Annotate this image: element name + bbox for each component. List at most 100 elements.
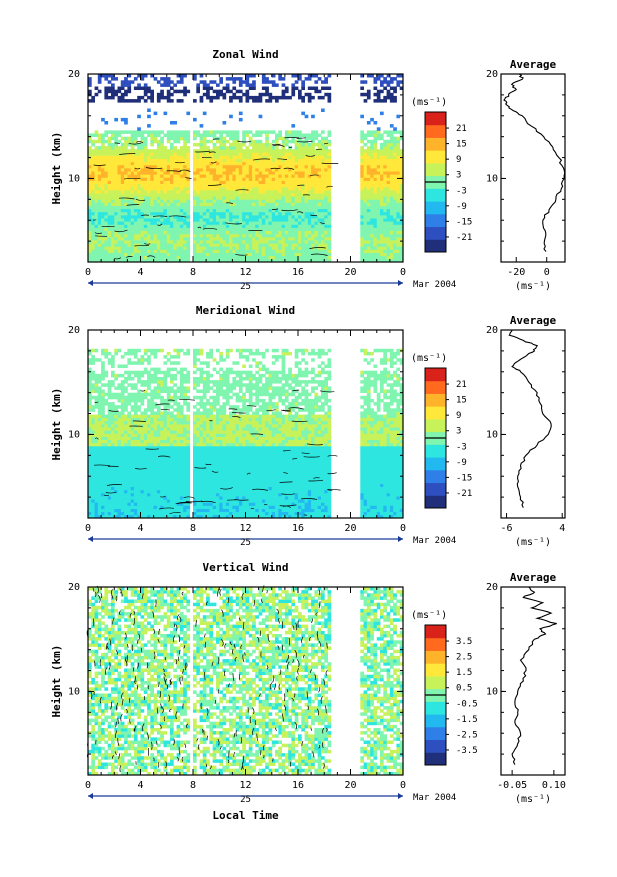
heatmap-cell (104, 121, 108, 125)
heatmap-cell (111, 462, 115, 466)
heatmap-cell (124, 193, 128, 197)
heatmap-cell (91, 224, 95, 228)
heatmap-cell (249, 234, 253, 238)
heatmap-cell (121, 399, 125, 403)
heatmap-cell (101, 449, 105, 453)
heatmap-cell (269, 203, 273, 207)
heatmap-cell (137, 427, 141, 431)
heatmap-cell (144, 130, 148, 134)
heatmap-cell (183, 253, 187, 257)
heatmap-cell (246, 218, 250, 222)
heatmap-cell (321, 159, 325, 163)
heatmap-cell (167, 177, 171, 181)
heatmap-cell (164, 146, 168, 150)
heatmap-cell (213, 231, 217, 235)
heatmap-cell (127, 433, 131, 437)
heatmap-cell (124, 402, 128, 406)
heatmap-cell (393, 240, 397, 244)
heatmap-cell (308, 77, 312, 81)
heatmap-cell (242, 130, 246, 134)
heatmap-cell (118, 499, 122, 503)
heatmap-cell (383, 206, 387, 210)
heatmap-cell (288, 193, 292, 197)
heatmap-cell (213, 90, 217, 94)
heatmap-cell (118, 487, 122, 491)
heatmap-cell (219, 159, 223, 163)
heatmap-cell (95, 203, 99, 207)
heatmap-cell (124, 174, 128, 178)
heatmap-cell (305, 134, 309, 138)
heatmap-cell (193, 234, 197, 238)
heatmap-cell (396, 174, 400, 178)
heatmap-cell (216, 177, 220, 181)
heatmap-cell (127, 349, 131, 353)
heatmap-cell (183, 90, 187, 94)
heatmap-cell (219, 168, 223, 172)
heatmap-cell (95, 383, 99, 387)
heatmap-cell (223, 234, 227, 238)
heatmap-cell (367, 190, 371, 194)
heatmap-cell (374, 231, 378, 235)
heatmap-cell (160, 218, 164, 222)
heatmap-cell (393, 90, 397, 94)
heatmap-cell (374, 243, 378, 247)
heatmap-cell (141, 165, 145, 169)
heatmap-cell (318, 140, 322, 144)
heatmap-cell (318, 77, 322, 81)
heatmap-cell (121, 405, 125, 409)
heatmap-cell (285, 203, 289, 207)
heatmap-cell (111, 506, 115, 510)
heatmap-cell (262, 199, 266, 203)
heatmap-cell (147, 415, 151, 419)
heatmap-cell (134, 455, 138, 459)
heatmap-cell (298, 77, 302, 81)
heatmap-cell (91, 383, 95, 387)
heatmap-cell (203, 215, 207, 219)
heatmap-cell (124, 484, 128, 488)
heatmap-cell (157, 177, 161, 181)
heatmap-cell (396, 137, 400, 141)
heatmap-cell (255, 221, 259, 225)
heatmap-cell (318, 237, 322, 241)
heatmap-cell (101, 196, 105, 200)
heatmap-cell (118, 146, 122, 150)
heatmap-cell (380, 137, 384, 141)
heatmap-cell (275, 203, 279, 207)
heatmap-cell (111, 250, 115, 254)
heatmap-cell (288, 130, 292, 134)
heatmap-cell (127, 437, 131, 441)
heatmap-cell (193, 190, 197, 194)
heatmap-cell (111, 437, 115, 441)
heatmap-cell (124, 371, 128, 375)
heatmap-cell (314, 234, 318, 238)
heatmap-cell (311, 171, 315, 175)
heatmap-cell (144, 496, 148, 500)
heatmap-cell (206, 96, 210, 100)
heatmap-cell (101, 506, 105, 510)
heatmap-cell (380, 218, 384, 222)
heatmap-cell (203, 250, 207, 254)
heatmap-cell (265, 87, 269, 91)
heatmap-cell (147, 156, 151, 160)
heatmap-cell (308, 177, 312, 181)
heatmap-cell (236, 246, 240, 250)
heatmap-cell (91, 427, 95, 431)
heatmap-cell (370, 149, 374, 153)
heatmap-cell (170, 152, 174, 156)
heatmap-cell (298, 149, 302, 153)
heatmap-cell (104, 352, 108, 356)
heatmap-cell (134, 159, 138, 163)
heatmap-cell (308, 146, 312, 150)
heatmap-cell (104, 199, 108, 203)
heatmap-cell (114, 206, 118, 210)
heatmap-cell (160, 193, 164, 197)
heatmap-cell (170, 243, 174, 247)
heatmap-cell (200, 209, 204, 213)
heatmap-cell (324, 243, 328, 247)
heatmap-cell (183, 143, 187, 147)
heatmap-cell (249, 215, 253, 219)
heatmap-cell (206, 215, 210, 219)
heatmap-cell (246, 237, 250, 241)
heatmap-cell (387, 134, 391, 138)
heatmap-cell (91, 493, 95, 497)
